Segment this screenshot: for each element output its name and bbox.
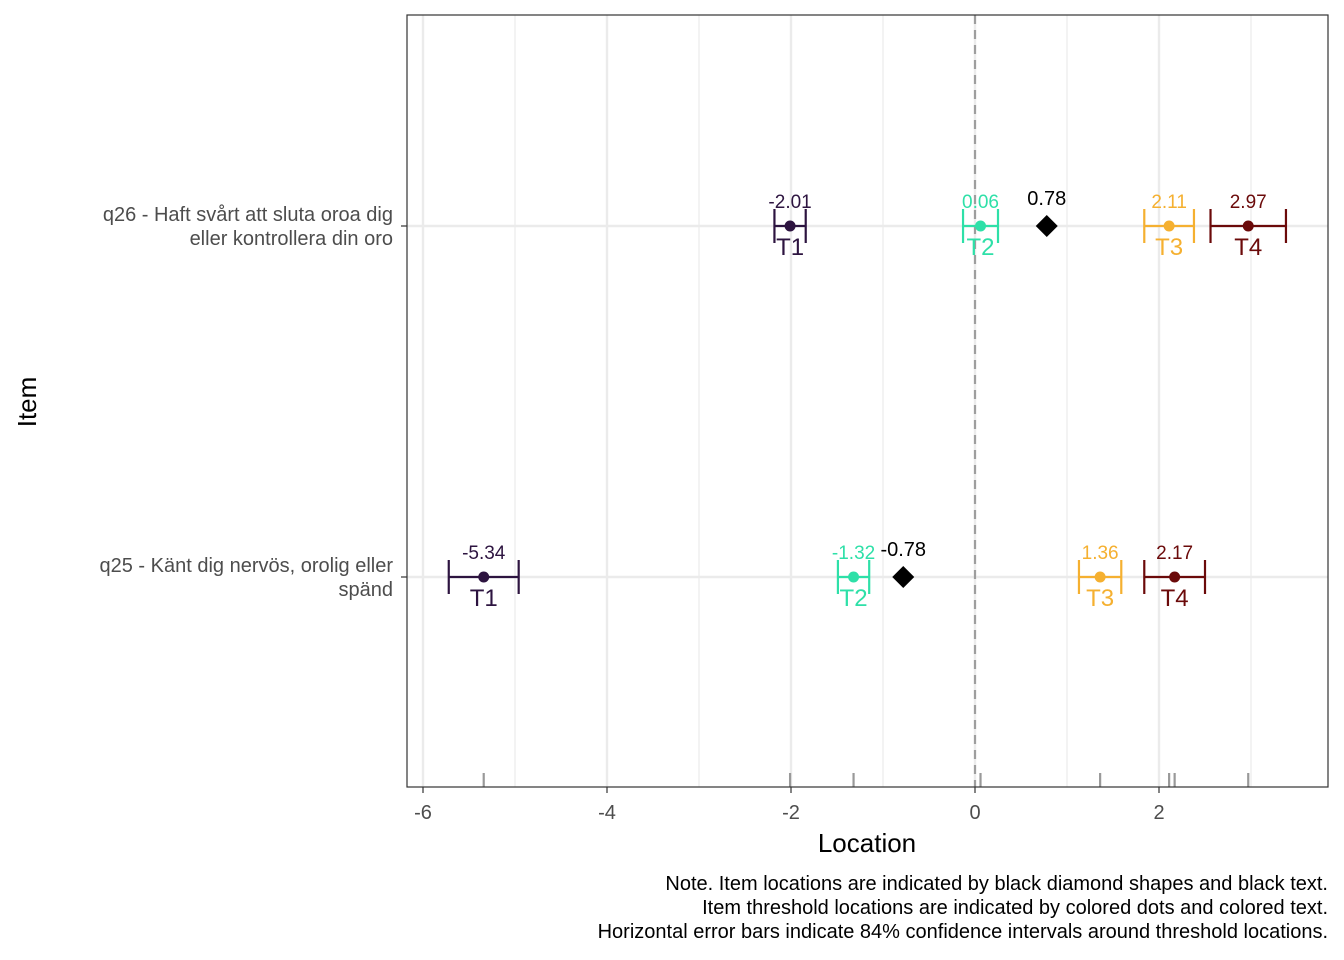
threshold-point — [848, 571, 860, 583]
y-tick-label-line2: spänd — [339, 579, 394, 601]
threshold-value-label: -1.32 — [832, 543, 875, 564]
item-location-diamond — [1035, 215, 1058, 237]
threshold-name-label: T4 — [1234, 234, 1262, 261]
item-location-label: -0.78 — [880, 539, 926, 561]
note-line-1: Note. Item locations are indicated by bl… — [665, 873, 1328, 895]
axes: -6 -4 -2 0 2 q26 - Haft svårt att sluta oroa … — [100, 204, 1165, 824]
threshold-point — [1163, 220, 1175, 232]
rug-marks — [482, 773, 1250, 787]
threshold-point — [975, 220, 987, 232]
grid-lines — [407, 15, 1328, 787]
y-tick-label-line1: q25 - Känt dig nervös, orolig eller — [100, 555, 394, 577]
threshold-point — [1169, 571, 1181, 583]
threshold-value-label: 2.97 — [1230, 192, 1267, 213]
threshold-value-label: -5.34 — [462, 543, 506, 564]
threshold-name-label: T1 — [776, 234, 804, 261]
note-line-2: Item threshold locations are indicated b… — [702, 897, 1328, 919]
x-tick-label: 2 — [1153, 802, 1164, 824]
x-tick-label: 0 — [969, 802, 980, 824]
x-axis-title: Location — [818, 828, 916, 858]
x-tick-label: -2 — [782, 802, 800, 824]
threshold-name-label: T2 — [967, 234, 995, 261]
threshold-point — [478, 571, 490, 583]
threshold-point — [784, 220, 796, 232]
threshold-name-label: T3 — [1155, 234, 1183, 261]
x-tick-label: -4 — [598, 802, 616, 824]
threshold-value-label: 1.36 — [1082, 543, 1119, 564]
x-tick-label: -6 — [414, 802, 432, 824]
threshold-name-label: T2 — [840, 585, 868, 612]
note-line-3: Horizontal error bars indicate 84% confi… — [597, 921, 1328, 943]
threshold-name-label: T3 — [1086, 585, 1114, 612]
threshold-name-label: T4 — [1161, 585, 1189, 612]
threshold-point — [1242, 220, 1254, 232]
item-location-label: 0.78 — [1027, 188, 1066, 210]
threshold-value-label: 2.11 — [1151, 192, 1187, 213]
threshold-point — [1094, 571, 1106, 583]
threshold-name-label: T1 — [470, 585, 498, 612]
threshold-value-label: 0.06 — [962, 192, 999, 213]
y-tick-label-line2: eller kontrollera din oro — [190, 228, 393, 250]
threshold-value-label: -2.01 — [768, 192, 811, 213]
item-location-diamond — [892, 566, 915, 588]
y-axis-title: Item — [12, 377, 42, 428]
data-marks: -2.01 T1 0.06 T2 2.11 T3 2.97 T4 0.78 -5.34 T1 -1.3… — [447, 188, 1288, 612]
plot-panel-border — [406, 14, 1329, 788]
threshold-value-label: 2.17 — [1156, 543, 1193, 564]
y-tick-label-line1: q26 - Haft svårt att sluta oroa dig — [103, 204, 393, 226]
